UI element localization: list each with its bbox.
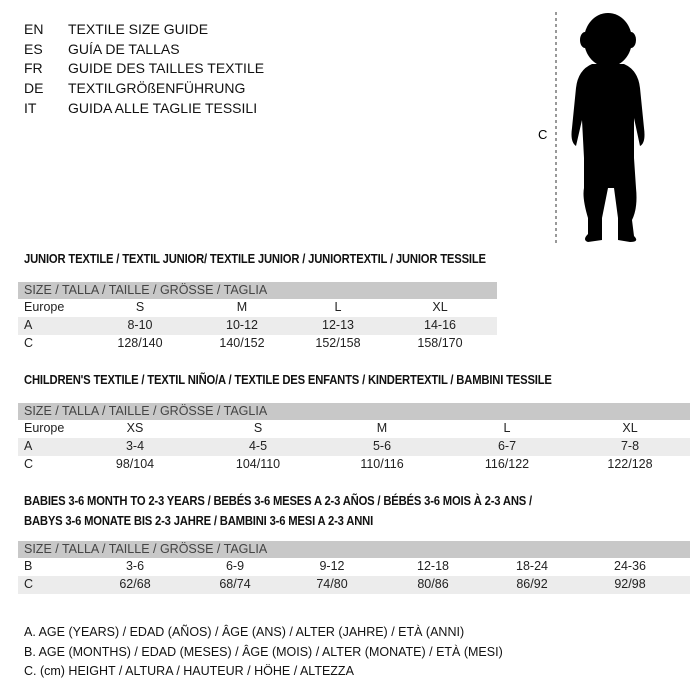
table-cell: 8-10 (127, 318, 153, 332)
language-code: EN (24, 21, 44, 37)
table-cell: 24-36 (614, 559, 646, 573)
table-cell: 18-24 (516, 559, 548, 573)
language-code: ES (24, 40, 43, 57)
table-cell: XL (622, 421, 638, 435)
language-title: GUIDE DES TAILLES TEXTILE (68, 60, 265, 77)
language-title: GUIDA ALLE TAGLIE TESSILI (68, 99, 258, 116)
table-cell: XS (126, 421, 144, 435)
table-row: C 128/140 140/152 152/158 158/170 (18, 335, 497, 353)
table-cell: 152/158 (315, 336, 361, 350)
table-cell: 5-6 (372, 439, 392, 453)
table-cell: S (135, 300, 145, 314)
table-cell: 14-16 (424, 318, 456, 332)
table-row: A 8-10 10-12 12-13 14-16 (18, 317, 497, 335)
table-cell: 140/152 (219, 336, 265, 350)
table-row: Europe XS S M L XL (18, 420, 690, 438)
language-code: FR (24, 60, 43, 77)
row-label: C (24, 577, 34, 591)
table-cell: 3-4 (125, 439, 145, 453)
size-table: SIZE / TALLA / TAILLE / GRÖSSE / TAGLIA E… (18, 403, 690, 474)
table-header-row: SIZE / TALLA / TAILLE / GRÖSSE / TAGLIA (18, 541, 690, 558)
table-row: A 3-4 4-5 5-6 6-7 7-8 (18, 438, 690, 456)
table-cell: 6-9 (225, 559, 245, 573)
table-cell: M (376, 421, 388, 435)
table-cell: 80/86 (417, 577, 449, 591)
row-label: Europe (24, 421, 65, 435)
table-header: SIZE / TALLA / TAILLE / GRÖSSE / TAGLIA (24, 542, 268, 556)
legend-line: A. AGE (YEARS) / EDAD (AÑOS) / ÂGE (ANS)… (24, 625, 465, 639)
table-cell: 92/98 (614, 577, 646, 591)
table-cell: 68/74 (219, 577, 251, 591)
table-row: C 98/104 104/110 110/116 116/122 122/128 (18, 456, 690, 474)
table-header: SIZE / TALLA / TAILLE / GRÖSSE / TAGLIA (24, 404, 268, 418)
table-header-row: SIZE / TALLA / TAILLE / GRÖSSE / TAGLIA (18, 282, 497, 299)
language-code: DE (24, 80, 44, 97)
table-cell: 62/68 (119, 577, 151, 591)
table-cell: XL (432, 300, 448, 314)
table-header: SIZE / TALLA / TAILLE / GRÖSSE / TAGLIA (24, 283, 268, 297)
table-cell: 86/92 (516, 577, 548, 591)
table-cell: 74/80 (316, 577, 348, 591)
size-table: SIZE / TALLA / TAILLE / GRÖSSE / TAGLIA E… (18, 282, 497, 353)
table-row: B 3-6 6-9 9-12 12-18 18-24 24-36 (18, 558, 690, 576)
table-cell: 98/104 (115, 457, 155, 471)
language-title: TEXTILE SIZE GUIDE (68, 21, 209, 37)
section-title: BABIES 3-6 MONTH TO 2-3 YEARS / BEBÉS 3-… (24, 494, 533, 508)
table-cell: M (236, 300, 248, 314)
table-cell: L (334, 300, 342, 314)
section-title: JUNIOR TEXTILE / TEXTIL JUNIOR/ TEXTILE … (24, 252, 486, 266)
language-title: TEXTILGRÖßENFÜHRUNG (68, 80, 246, 97)
language-title: GUÍA DE TALLAS (68, 40, 180, 57)
table-cell: 158/170 (417, 336, 463, 350)
row-label: Europe (24, 300, 65, 314)
table-row: Europe S M L XL (18, 299, 497, 317)
table-cell: 4-5 (248, 439, 268, 453)
table-cell: 104/110 (235, 457, 281, 471)
table-cell: 12-13 (322, 318, 354, 332)
table-cell: 128/140 (117, 336, 163, 350)
table-cell: 10-12 (226, 318, 258, 332)
table-cell: 7-8 (620, 439, 640, 453)
table-cell: 122/128 (607, 457, 653, 471)
table-cell: 9-12 (319, 559, 345, 573)
table-row: C 62/68 68/74 74/80 80/86 86/92 92/98 (18, 576, 690, 594)
table-cell: 110/116 (360, 457, 404, 471)
table-header-row: SIZE / TALLA / TAILLE / GRÖSSE / TAGLIA (18, 403, 690, 420)
size-table: SIZE / TALLA / TAILLE / GRÖSSE / TAGLIA B… (18, 541, 690, 594)
section-title: CHILDREN'S TEXTILE / TEXTIL NIÑO/A / TEX… (24, 373, 552, 387)
section-title: BABYS 3-6 MONATE BIS 2-3 JAHRE / BAMBINI… (24, 514, 374, 528)
legend-line: B. AGE (MONTHS) / EDAD (MESES) / ÂGE (MO… (24, 644, 503, 659)
row-label: A (24, 318, 33, 332)
table-cell: 6-7 (497, 439, 517, 453)
child-silhouette-icon: C (538, 12, 645, 244)
height-label: C (538, 127, 547, 142)
table-cell: 116/122 (484, 457, 530, 471)
table-cell: S (253, 421, 263, 435)
table-cell: L (503, 421, 511, 435)
language-code: IT (24, 99, 37, 116)
table-cell: 3-6 (125, 559, 145, 573)
legend-line: C. (cm) HEIGHT / ALTURA / HAUTEUR / HÖHE… (24, 664, 354, 678)
table-cell: 12-18 (417, 559, 449, 573)
row-label: B (24, 559, 33, 573)
row-label: A (24, 439, 33, 453)
row-label: C (24, 336, 34, 350)
row-label: C (24, 457, 34, 471)
